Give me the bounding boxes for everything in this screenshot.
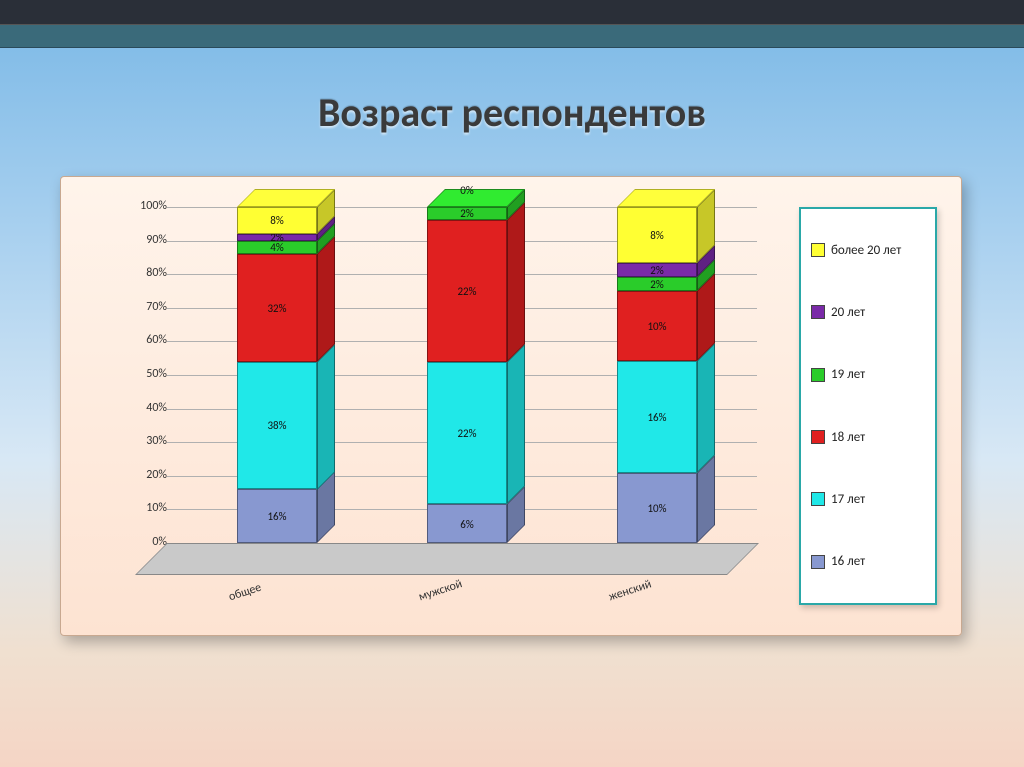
bar-segment [237, 254, 317, 362]
legend-item: 20 лет [811, 305, 925, 320]
bar-segment [617, 361, 697, 473]
legend-swatch [811, 368, 825, 382]
legend-swatch [811, 243, 825, 257]
plot-floor [135, 543, 759, 575]
bar-segment [237, 241, 317, 254]
bar-segment [617, 263, 697, 277]
y-tick-label: 0% [117, 535, 167, 549]
y-tick-label: 30% [117, 434, 167, 448]
legend-swatch [811, 305, 825, 319]
bar-segment [427, 504, 507, 543]
bar-segment-side [507, 202, 525, 362]
y-axis-labels: 0%10%20%30%40%50%60%70%80%90%100% [111, 207, 167, 543]
legend-label: 20 лет [831, 305, 865, 320]
bar-column: 6%22%22%2%0% [427, 207, 537, 543]
legend-swatch [811, 492, 825, 506]
legend-swatch [811, 430, 825, 444]
legend-label: 18 лет [831, 430, 865, 445]
legend-item: 16 лет [811, 554, 925, 569]
bar-segment [617, 207, 697, 263]
bar-segment [617, 277, 697, 291]
legend-item: 18 лет [811, 430, 925, 445]
bar-segment [237, 207, 317, 234]
bar-segment [617, 473, 697, 543]
y-tick-label: 100% [117, 199, 167, 213]
bar-segment-side [317, 236, 335, 362]
bar-segment [617, 291, 697, 361]
legend-item: более 20 лет [811, 243, 925, 258]
x-axis-labels: общеемужскойженский [137, 577, 757, 617]
bar-segment [237, 362, 317, 490]
y-tick-label: 70% [117, 300, 167, 314]
legend-item: 19 лет [811, 367, 925, 382]
y-tick-label: 20% [117, 468, 167, 482]
slide-title: Возраст респондентов [0, 88, 1024, 137]
slide: Возраст респондентов 0% 10% 20% 30% 40% 50% 60… [0, 0, 1024, 767]
bar-segment-side [507, 344, 525, 504]
bar-column: 10%16%10%2%2%8% [617, 207, 727, 543]
y-tick-label: 90% [117, 233, 167, 247]
bar-segment [427, 220, 507, 362]
y-tick-label: 60% [117, 333, 167, 347]
legend-label: 19 лет [831, 367, 865, 382]
bar-segment [427, 207, 507, 220]
y-tick-label: 40% [117, 401, 167, 415]
bar-column: 16%38%32%4%2%8% [237, 207, 347, 543]
chart-panel: 0% 10% 20% 30% 40% 50% 60% 70% 80% 90% 100% 16%38%… [60, 176, 962, 636]
bar-segment-side [697, 343, 715, 473]
topbar-teal [0, 24, 1024, 48]
bar-segment [237, 234, 317, 241]
legend: более 20 лет 20 лет 19 лет 18 лет 17 лет 16 л… [799, 207, 937, 605]
legend-swatch [811, 555, 825, 569]
legend-item: 17 лет [811, 492, 925, 507]
topbar-dark [0, 0, 1024, 24]
legend-label: 16 лет [831, 554, 865, 569]
legend-label: более 20 лет [831, 243, 901, 258]
y-tick-label: 80% [117, 266, 167, 280]
bar-segment [237, 489, 317, 543]
legend-label: 17 лет [831, 492, 865, 507]
bar-segment [427, 362, 507, 504]
y-tick-label: 50% [117, 367, 167, 381]
bar-segment-side [317, 344, 335, 490]
y-tick-label: 10% [117, 501, 167, 515]
plot-area: 16%38%32%4%2%8% 6%22%22%2%0% 10%16%10%2%2%… [167, 207, 757, 543]
